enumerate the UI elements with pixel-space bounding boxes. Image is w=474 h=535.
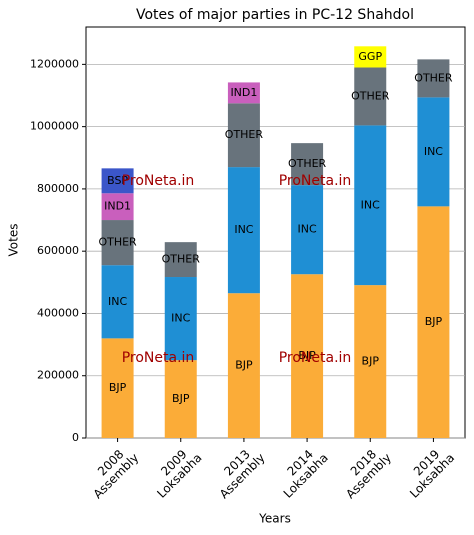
chart-title: Votes of major parties in PC-12 Shahdol <box>136 7 414 23</box>
y-tick-label: 800000 <box>37 182 79 195</box>
y-tick-label: 1200000 <box>30 57 79 70</box>
segment-label: INC <box>361 198 380 211</box>
bar-segment <box>227 82 260 104</box>
bar-segment <box>417 206 450 438</box>
segment-label: INC <box>298 223 317 236</box>
x-tick-label: 2013Assembly <box>207 441 267 501</box>
bar-segment <box>101 168 134 194</box>
bar-segment <box>354 46 387 68</box>
bar-segment <box>291 143 324 186</box>
segment-label: GGP <box>358 50 382 63</box>
segment-label: OTHER <box>225 128 264 141</box>
bar-segment <box>164 360 197 438</box>
y-tick-label: 200000 <box>37 369 79 382</box>
segment-label: BJP <box>298 349 316 362</box>
bar-segment <box>101 220 134 266</box>
segment-label: OTHER <box>414 71 453 84</box>
bar-segment <box>101 265 134 339</box>
bar-segment <box>417 97 450 207</box>
bar-segment <box>354 67 387 126</box>
watermark: ProNeta.in <box>122 173 195 189</box>
watermark: ProNeta.in <box>122 350 195 366</box>
segment-label: BJP <box>172 392 190 405</box>
segment-label: OTHER <box>288 157 327 170</box>
bar-segment <box>227 167 260 294</box>
segment-label: OTHER <box>98 236 137 249</box>
bar-segment <box>354 125 387 286</box>
x-tick-label: 2008Assembly <box>81 441 141 501</box>
segment-label: IND1 <box>104 200 131 213</box>
segment-label: INC <box>108 295 127 308</box>
segment-label: BJP <box>362 355 380 368</box>
segment-label: BJP <box>425 315 443 328</box>
segment-label: OTHER <box>351 89 390 102</box>
x-tick-label: 2014Loksabha <box>271 441 330 500</box>
y-tick-label: 0 <box>72 431 79 444</box>
segment-label: BJP <box>109 381 127 394</box>
x-axis-label: Years <box>258 512 291 526</box>
y-axis-label: Votes <box>7 224 21 257</box>
watermark: ProNeta.in <box>279 173 352 189</box>
segment-label: BJP <box>235 359 253 372</box>
segment-label: IND1 <box>230 86 257 99</box>
bar-segment <box>417 59 450 98</box>
plot-frame <box>85 26 466 439</box>
y-tick-label: 400000 <box>37 306 79 319</box>
segment-label: OTHER <box>162 253 201 266</box>
segment-label: BSP <box>107 174 128 187</box>
segment-label: INC <box>424 145 443 158</box>
bar-segment <box>101 338 134 438</box>
bar-segment <box>164 277 197 361</box>
bar-segment <box>291 274 324 438</box>
y-tick-label: 600000 <box>37 244 79 257</box>
watermark: ProNeta.in <box>279 350 352 366</box>
x-tick-label: 2018Assembly <box>334 441 394 501</box>
bar-segment <box>354 285 387 438</box>
x-tick-label: 2019Loksabha <box>397 441 456 500</box>
bar-segment <box>291 185 324 275</box>
x-tick-label: 2009Loksabha <box>145 441 204 500</box>
bar-segment <box>164 242 197 278</box>
segment-label: INC <box>171 312 190 325</box>
segment-label: INC <box>234 223 253 236</box>
bar-segment <box>227 103 260 168</box>
y-tick-label: 1000000 <box>30 120 79 133</box>
bar-segment <box>227 293 260 438</box>
bar-segment <box>101 193 134 221</box>
